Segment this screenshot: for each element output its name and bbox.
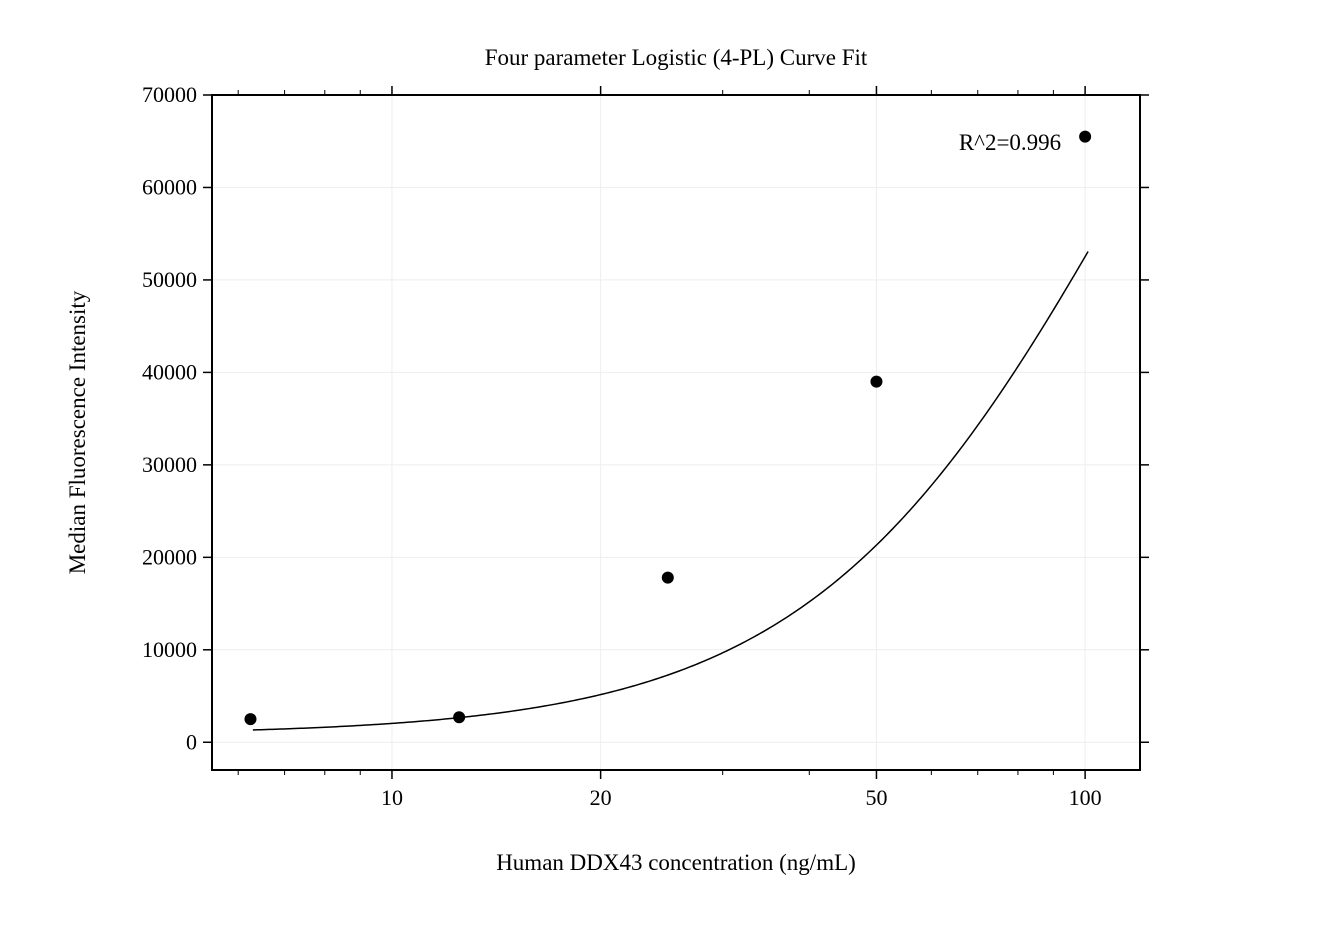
data-point xyxy=(453,711,465,723)
y-tick-label: 70000 xyxy=(142,82,197,107)
x-tick-label: 100 xyxy=(1069,785,1102,810)
r-squared-annotation: R^2=0.996 xyxy=(959,130,1061,155)
y-axis-label: Median Fluorescence Intensity xyxy=(65,290,90,574)
y-tick-label: 10000 xyxy=(142,637,197,662)
x-tick-label: 20 xyxy=(590,785,612,810)
chart-svg: 10 20 50 100 0 10000 20000 30000 40000 50000 60000… xyxy=(0,0,1340,933)
x-axis-label: Human DDX43 concentration (ng/mL) xyxy=(496,850,856,875)
y-tick-label: 50000 xyxy=(142,267,197,292)
data-point xyxy=(662,572,674,584)
x-tick-label: 50 xyxy=(865,785,887,810)
data-point xyxy=(1079,131,1091,143)
y-tick-label: 30000 xyxy=(142,452,197,477)
data-point xyxy=(870,376,882,388)
y-tick-label: 40000 xyxy=(142,359,197,384)
y-tick-label: 60000 xyxy=(142,174,197,199)
y-tick-label: 20000 xyxy=(142,544,197,569)
chart-title: Four parameter Logistic (4-PL) Curve Fit xyxy=(485,45,868,70)
chart-container: 10 20 50 100 0 10000 20000 30000 40000 50000 60000… xyxy=(0,0,1340,933)
y-tick-label: 0 xyxy=(186,729,197,754)
data-point xyxy=(244,713,256,725)
x-tick-label: 10 xyxy=(381,785,403,810)
